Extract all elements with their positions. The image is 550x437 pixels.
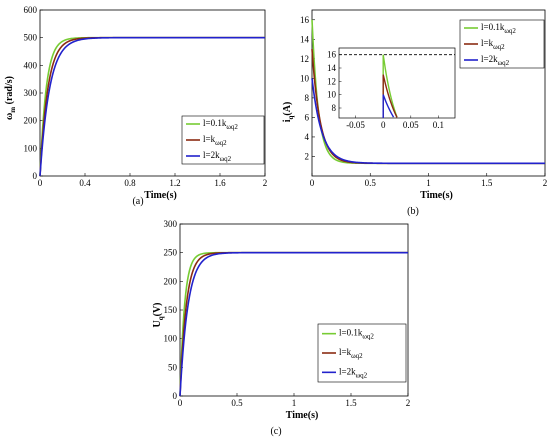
x-tick-label: 0	[38, 178, 43, 188]
x-tick-label: 1.5	[481, 178, 493, 188]
chart-panel-2: 0 0.5 1 1.5 2 0 50 100 150 200 250 300 Time(s) Uq(V) l…	[152, 219, 410, 437]
y-tick-label: 200	[24, 116, 38, 126]
inset-series-line-1	[382, 74, 398, 118]
inset-x-tick-label: -0.05	[346, 120, 365, 130]
inset-frame	[338, 47, 456, 119]
legend-entry-0: l=0.1kωq2	[481, 22, 516, 35]
x-tick-label: 1.5	[345, 398, 357, 408]
inset-x-tick-label: 0.05	[403, 120, 419, 130]
x-tick-label: 1.6	[214, 178, 226, 188]
panel-caption: (c)	[270, 426, 281, 437]
y-tick-label: 50	[168, 362, 178, 372]
panel-caption: (a)	[132, 196, 143, 207]
series-line-2	[311, 78, 545, 165]
y-tick-label: 0	[33, 171, 38, 181]
x-tick-label: 2	[543, 178, 548, 188]
x-tick-label: 0.5	[365, 178, 377, 188]
y-tick-label: 300	[164, 219, 178, 229]
legend-entry-2: l=2kωq2	[481, 54, 510, 67]
x-tick-label: 0.4	[79, 178, 91, 188]
x-tick-label: 0.8	[124, 178, 136, 188]
y-tick-label: 200	[164, 276, 178, 286]
y-tick-label: 16	[300, 15, 310, 25]
y-tick-label: 600	[24, 5, 38, 15]
x-tick-label: 0	[178, 398, 183, 408]
chart-panel-1: 0 0.5 1 1.5 2 2 4 6 8 10 12 14 16 -0.05 0 0.05 0.1 8 10 12 1…	[282, 9, 548, 217]
y-tick-label: 100	[164, 334, 178, 344]
series-line-2	[39, 36, 265, 177]
y-tick-label: 2	[305, 151, 310, 161]
y-tick-label: 150	[164, 305, 178, 315]
x-tick-label: 2	[406, 398, 411, 408]
legend-entry-0: l=0.1kωq2	[203, 118, 238, 131]
legend: l=0.1kωq2 l=kωq2 l=2kωq2	[317, 323, 407, 383]
x-axis-label: Time(s)	[286, 410, 319, 421]
inset-y-tick-label: 10	[327, 90, 337, 100]
y-tick-label: 4	[305, 132, 310, 142]
inset-series-line-0	[382, 54, 398, 118]
panel-caption: (b)	[407, 206, 419, 217]
y-axis-label: iq(A)	[282, 102, 295, 123]
legend-entry-1: l=kωq2	[203, 134, 227, 147]
x-tick-label: 0	[310, 178, 315, 188]
legend-entry-2: l=2kωq2	[203, 150, 232, 163]
inset-x-tick-label: 0	[381, 120, 386, 130]
inset-y-tick-label: 8	[332, 103, 337, 113]
y-tick-label: 300	[24, 88, 38, 98]
y-tick-label: 8	[305, 93, 310, 103]
legend-entry-0: l=0.1kωq2	[339, 328, 374, 341]
x-tick-label: 1	[426, 178, 431, 188]
legend-entry-2: l=2kωq2	[339, 366, 368, 379]
y-tick-label: 6	[305, 112, 310, 122]
y-tick-label: 12	[300, 54, 309, 64]
y-tick-label: 10	[300, 73, 310, 83]
legend: l=0.1kωq2 l=kωq2 l=2kωq2	[181, 115, 265, 165]
legend-entry-1: l=kωq2	[481, 38, 505, 51]
inset-panel: -0.05 0 0.05 0.1 8 10 12 14 16	[327, 47, 456, 130]
y-tick-label: 250	[164, 248, 178, 258]
chart-panel-0: 0 0.4 0.8 1.2 1.6 2 0 100 200 300 400 500 600 Time(s)…	[4, 5, 267, 207]
x-tick-label: 1.2	[169, 178, 180, 188]
series-line-2	[179, 251, 408, 397]
inset-series-line-2	[382, 94, 395, 118]
inset-y-tick-label: 14	[327, 63, 337, 73]
inset-y-tick-label: 16	[327, 50, 337, 60]
legend-entry-1: l=kωq2	[339, 347, 363, 360]
y-axis-label: Uq(V)	[152, 302, 165, 327]
y-tick-label: 14	[300, 34, 310, 44]
y-tick-label: 500	[24, 33, 38, 43]
y-tick-label: 100	[24, 143, 38, 153]
x-axis-label: Time(s)	[420, 190, 453, 201]
inset-x-tick-label: 0.1	[433, 120, 444, 130]
x-tick-label: 1	[292, 398, 297, 408]
y-axis-label: ωm (rad/s)	[4, 76, 17, 120]
x-axis-label: Time(s)	[144, 190, 177, 201]
x-tick-label: 0.5	[231, 398, 243, 408]
legend: l=0.1kωq2 l=kωq2 l=2kωq2	[459, 19, 545, 69]
inset-y-tick-label: 12	[327, 76, 336, 86]
x-tick-label: 2	[263, 178, 268, 188]
y-tick-label: 400	[24, 60, 38, 70]
y-tick-label: 0	[173, 391, 178, 401]
